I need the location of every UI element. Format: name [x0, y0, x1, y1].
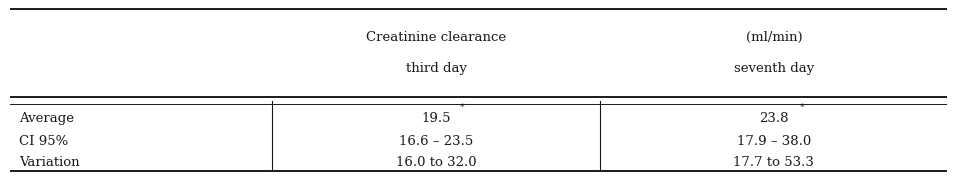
Text: Variation: Variation [19, 156, 79, 169]
Text: (ml/min): (ml/min) [746, 31, 802, 44]
Text: third day: third day [406, 62, 467, 75]
Text: 17.9 – 38.0: 17.9 – 38.0 [737, 135, 811, 148]
Text: Creatinine clearance: Creatinine clearance [367, 31, 506, 44]
Text: 16.0 to 32.0: 16.0 to 32.0 [396, 156, 477, 169]
Text: seventh day: seventh day [734, 62, 814, 75]
Text: CI 95%: CI 95% [19, 135, 68, 148]
Text: 17.7 to 53.3: 17.7 to 53.3 [733, 156, 814, 169]
Text: 19.5: 19.5 [421, 112, 451, 125]
Text: *: * [800, 103, 805, 112]
Text: *: * [459, 103, 464, 112]
Text: 23.8: 23.8 [759, 112, 789, 125]
Text: 16.6 – 23.5: 16.6 – 23.5 [399, 135, 474, 148]
Text: Average: Average [19, 112, 74, 125]
